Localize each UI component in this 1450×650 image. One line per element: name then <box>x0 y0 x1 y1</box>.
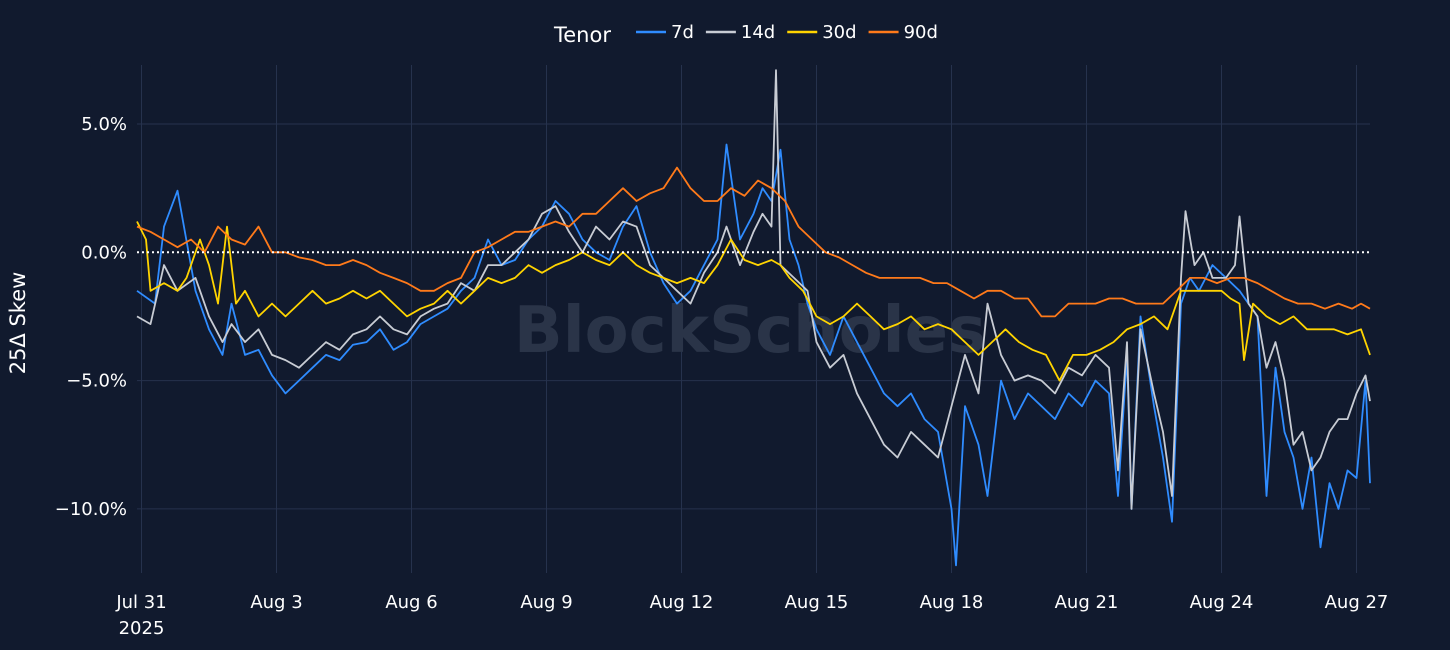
x-axis-ticks: Jul 31 2025 Aug 3 Aug 6 Aug 9 Aug 12 Aug 15 Aug… <box>115 592 1388 639</box>
legend-label-30d[interactable]: 30d <box>822 22 856 43</box>
x-tick-label: Aug 15 <box>785 592 849 613</box>
x-tick-label: Aug 3 <box>250 592 302 613</box>
x-tick-label: Jul 31 <box>115 592 166 613</box>
series-lines <box>136 69 1371 567</box>
legend-title: Tenor <box>553 23 611 47</box>
y-tick-label: −10.0% <box>55 499 127 520</box>
series-line-7d <box>136 143 1371 567</box>
y-tick-label: 5.0% <box>81 114 127 135</box>
legend-label-90d[interactable]: 90d <box>904 22 938 43</box>
grid <box>137 65 1370 573</box>
watermark-text: BlockScholes <box>514 294 986 368</box>
x-tick-label: Aug 27 <box>1325 592 1389 613</box>
series-line-30d <box>136 221 1371 382</box>
y-tick-label: −5.0% <box>66 371 127 392</box>
series-line-14d <box>136 69 1371 510</box>
x-tick-label: Aug 12 <box>650 592 714 613</box>
x-tick-label: Aug 18 <box>920 592 984 613</box>
y-axis-ticks: 5.0% 0.0% −5.0% −10.0% <box>55 114 127 520</box>
x-tick-label: Aug 9 <box>520 592 572 613</box>
x-tick-sublabel: 2025 <box>119 618 165 639</box>
legend-label-14d[interactable]: 14d <box>741 22 775 43</box>
y-tick-label: 0.0% <box>81 242 127 263</box>
x-tick-label: Aug 21 <box>1055 592 1119 613</box>
x-tick-label: Aug 24 <box>1190 592 1254 613</box>
x-tick-label: Aug 6 <box>385 592 437 613</box>
legend-label-7d[interactable]: 7d <box>671 22 694 43</box>
legend: Tenor 7d 14d 30d 90d <box>553 22 938 47</box>
y-axis-title: 25Δ Skew <box>6 272 30 375</box>
series-line-90d <box>136 166 1371 318</box>
